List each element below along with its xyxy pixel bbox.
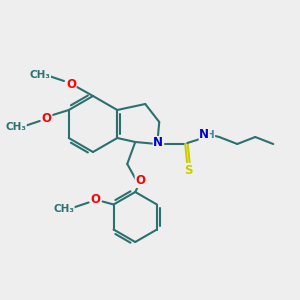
Text: S: S	[184, 164, 193, 176]
Text: O: O	[91, 193, 100, 206]
Text: H: H	[206, 130, 214, 140]
Text: N: N	[199, 128, 209, 142]
Text: CH₃: CH₃	[29, 70, 50, 80]
Text: CH₃: CH₃	[5, 122, 26, 132]
Text: CH₃: CH₃	[53, 203, 74, 214]
Text: O: O	[66, 77, 76, 91]
Text: N: N	[153, 136, 163, 149]
Text: O: O	[42, 112, 52, 124]
Text: O: O	[135, 175, 145, 188]
